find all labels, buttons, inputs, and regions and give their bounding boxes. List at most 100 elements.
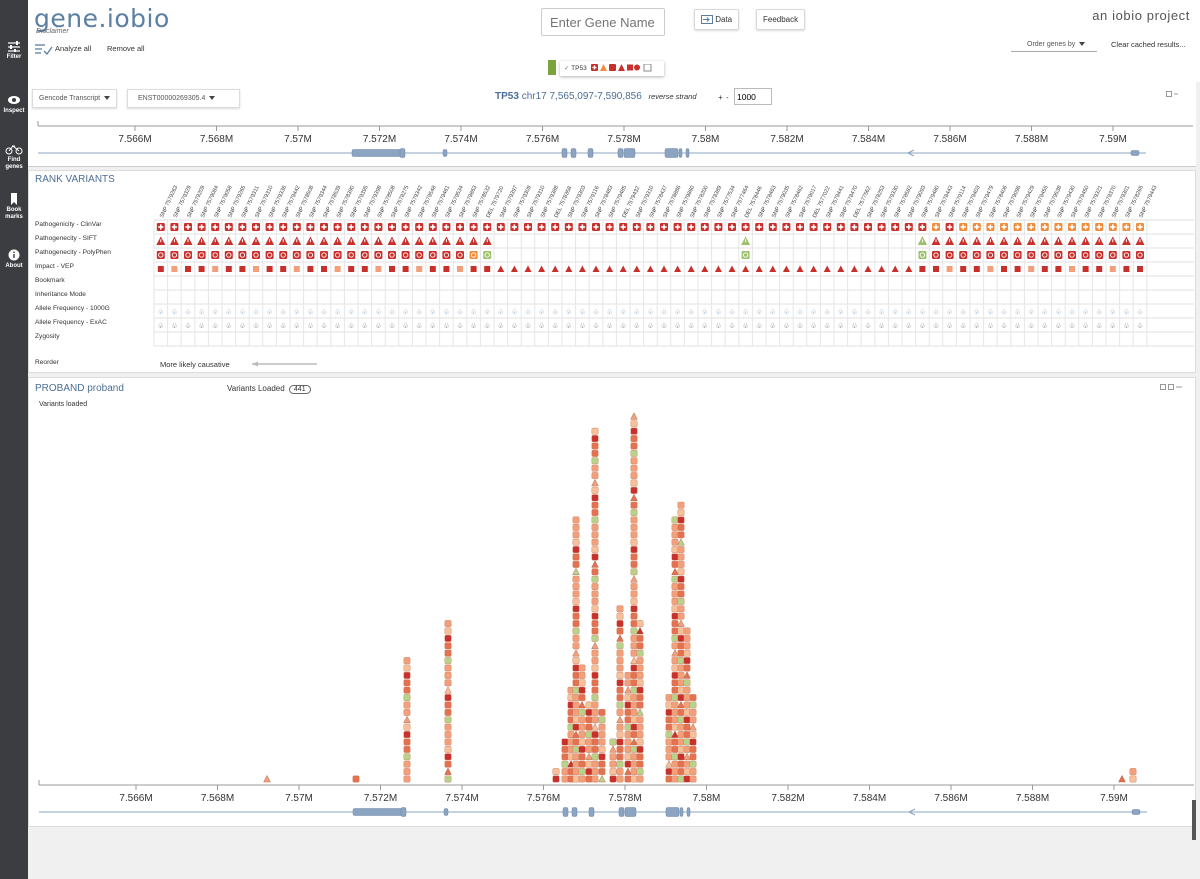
variant-mark bbox=[630, 479, 638, 487]
allele-freq-icon: ♧ bbox=[661, 308, 667, 316]
remove-all-button[interactable]: Remove all bbox=[107, 44, 145, 53]
variant-mark bbox=[689, 701, 697, 709]
variant-mark bbox=[616, 657, 624, 664]
impact-icon bbox=[470, 266, 477, 272]
impact-icon bbox=[946, 266, 953, 272]
clear-cache-button[interactable]: Clear cached results... bbox=[1111, 40, 1186, 49]
polyphen-icon bbox=[1027, 251, 1036, 259]
biohazard-mark bbox=[321, 252, 327, 258]
variant-mark bbox=[561, 746, 569, 753]
allele-freq-icon: ♧ bbox=[824, 322, 830, 330]
variant-mark bbox=[630, 590, 638, 598]
variant-mark bbox=[630, 605, 638, 613]
chevron-down-icon bbox=[209, 96, 216, 101]
biohazard-mark bbox=[430, 252, 436, 258]
analyze-all-button[interactable]: Analyze all bbox=[55, 44, 92, 53]
variant-mark bbox=[598, 716, 606, 724]
order-genes-select[interactable]: Order genes by bbox=[1011, 38, 1097, 52]
cross-bar bbox=[321, 226, 327, 228]
cross-bar bbox=[566, 226, 572, 228]
variant-mark bbox=[636, 738, 644, 746]
cross-bar bbox=[280, 226, 286, 228]
polyphen-icon bbox=[1108, 251, 1117, 259]
variant-mark bbox=[671, 649, 679, 657]
transcript-source-select[interactable]: Gencode Transcript bbox=[32, 89, 118, 108]
variant-mark bbox=[630, 501, 638, 509]
impact-icon bbox=[293, 266, 300, 272]
data-button[interactable]: Data bbox=[694, 9, 740, 31]
variant-mark bbox=[636, 731, 644, 738]
variant-mark bbox=[683, 627, 691, 635]
cross-bar bbox=[865, 226, 871, 228]
gene-search-input[interactable] bbox=[541, 8, 665, 36]
panel-controls-icon[interactable] bbox=[1160, 384, 1184, 392]
sidebar-item-label: Find genes bbox=[5, 157, 23, 170]
rank-row-label: Pathogenecity - PolyPhen bbox=[35, 249, 111, 256]
variant-mark bbox=[677, 679, 685, 687]
allele-freq-icon: ♧ bbox=[158, 322, 164, 330]
variant-mark bbox=[636, 701, 644, 709]
variant-mark bbox=[572, 553, 580, 561]
variant-mark bbox=[677, 635, 685, 642]
variant-mark bbox=[403, 672, 411, 679]
gene-chip[interactable]: ✓ TP53 bbox=[560, 61, 664, 76]
disclaimer-link[interactable]: Disclaimer bbox=[36, 28, 69, 35]
variant-mark bbox=[630, 731, 638, 738]
biohazard-mark bbox=[294, 252, 300, 258]
cross-bar bbox=[1069, 226, 1075, 228]
app-logo[interactable]: gene.iobio bbox=[34, 4, 170, 33]
biohazard-mark bbox=[416, 252, 422, 258]
variant-mark bbox=[671, 553, 679, 561]
variant-mark bbox=[671, 701, 679, 709]
polyphen-icon bbox=[1013, 251, 1022, 259]
feedback-button[interactable]: Feedback bbox=[756, 9, 806, 30]
sidebar-item-filter[interactable]: Filter bbox=[0, 40, 28, 61]
variant-mark bbox=[585, 775, 593, 783]
sidebar-item-find-genes[interactable]: Find genes bbox=[0, 143, 28, 171]
variant-mark bbox=[636, 672, 644, 679]
biohazard-mark bbox=[239, 252, 246, 258]
impact-icon bbox=[1123, 266, 1130, 272]
axis-tick-label: 7.572M bbox=[363, 134, 396, 145]
variant-mark bbox=[665, 731, 673, 738]
variant-mark bbox=[591, 657, 599, 664]
region-minus-button[interactable]: - bbox=[726, 93, 729, 102]
variant-mark bbox=[677, 686, 685, 694]
scrollbar-thumb[interactable] bbox=[1192, 800, 1196, 840]
allele-freq-icon: ♧ bbox=[253, 322, 259, 330]
region-buffer-input[interactable] bbox=[734, 88, 772, 105]
variant-mark bbox=[578, 738, 586, 746]
cross-bar bbox=[212, 226, 218, 228]
sidebar-item-about[interactable]: About bbox=[0, 249, 28, 270]
allele-freq-icon: ♧ bbox=[647, 308, 653, 316]
exclaim bbox=[445, 239, 447, 243]
transcript-id-select[interactable]: ENST00000269305.4 bbox=[127, 89, 240, 108]
rank-row-label: Pathogenicity - ClinVar bbox=[35, 221, 102, 228]
variant-mark bbox=[630, 560, 638, 568]
cross-bar bbox=[416, 226, 422, 228]
variant-mark bbox=[444, 649, 452, 657]
variant-mark bbox=[578, 709, 586, 716]
polyphen-icon bbox=[333, 251, 342, 259]
allele-freq-icon: ♧ bbox=[838, 308, 844, 316]
allele-freq-icon: ♧ bbox=[294, 308, 300, 316]
impact-icon bbox=[1055, 266, 1062, 272]
cross-bar bbox=[1055, 226, 1061, 228]
panel-controls-icon[interactable] bbox=[1166, 91, 1178, 99]
impact-icon bbox=[239, 266, 246, 272]
sidebar-item-inspect[interactable]: Inspect bbox=[0, 94, 28, 115]
variant-mark bbox=[598, 723, 606, 731]
variant-mark bbox=[591, 457, 599, 465]
region-plus-button[interactable]: + bbox=[718, 93, 723, 102]
polyphen-icon bbox=[1054, 251, 1063, 259]
variant-mark bbox=[665, 709, 673, 716]
allele-freq-icon: ♧ bbox=[334, 308, 340, 316]
variant-mark bbox=[671, 657, 679, 664]
axis-tick-label: 7.59M bbox=[1099, 134, 1127, 145]
variant-mark bbox=[263, 774, 271, 783]
cross-bar bbox=[375, 226, 381, 228]
sidebar-item-bookmarks[interactable]: Book marks bbox=[0, 193, 28, 221]
strand-arrow-icon bbox=[907, 149, 915, 157]
cross-bar bbox=[484, 226, 490, 228]
biohazard-mark bbox=[280, 252, 286, 258]
